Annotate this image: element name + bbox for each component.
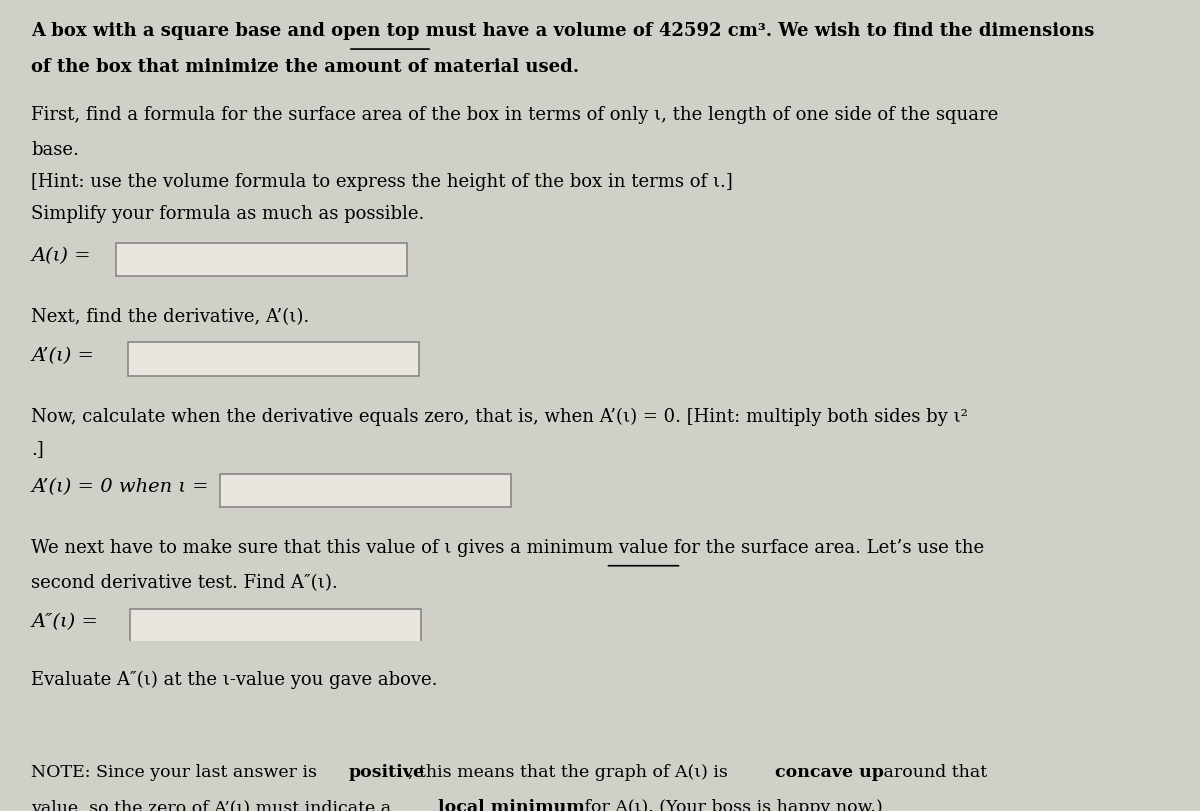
Text: [Hint: use the volume formula to express the height of the box in terms of ι.]: [Hint: use the volume formula to express… xyxy=(31,173,733,191)
Text: , this means that the graph of A(ι) is: , this means that the graph of A(ι) is xyxy=(408,763,733,780)
Text: base.: base. xyxy=(31,141,79,159)
Text: second derivative test. Find A″(ι).: second derivative test. Find A″(ι). xyxy=(31,573,338,592)
Text: Next, find the derivative, A’(ι).: Next, find the derivative, A’(ι). xyxy=(31,307,310,326)
Text: value, so the zero of A’(ι) must indicate a: value, so the zero of A’(ι) must indicat… xyxy=(31,798,397,811)
Text: We next have to make sure that this value of ι gives a minimum value for the sur: We next have to make sure that this valu… xyxy=(31,539,984,556)
Text: .]: .] xyxy=(31,439,44,457)
Text: A(ι) =: A(ι) = xyxy=(31,247,91,264)
Text: First, find a formula for the surface area of the box in terms of only ι, the le: First, find a formula for the surface ar… xyxy=(31,105,998,124)
Text: local minimum: local minimum xyxy=(438,798,586,811)
Text: concave up: concave up xyxy=(775,763,883,780)
FancyBboxPatch shape xyxy=(116,243,407,277)
Text: A″(ι) =: A″(ι) = xyxy=(31,612,98,630)
FancyBboxPatch shape xyxy=(221,474,511,508)
FancyBboxPatch shape xyxy=(127,343,419,376)
Text: around that: around that xyxy=(877,763,986,780)
Text: for A(ι). (Your boss is happy now.): for A(ι). (Your boss is happy now.) xyxy=(578,798,882,811)
Text: Now, calculate when the derivative equals zero, that is, when A’(ι) = 0. [Hint: : Now, calculate when the derivative equal… xyxy=(31,407,968,425)
Text: Evaluate A″(ι) at the ι-value you gave above.: Evaluate A″(ι) at the ι-value you gave a… xyxy=(31,670,438,688)
Text: NOTE: Since your last answer is: NOTE: Since your last answer is xyxy=(31,763,323,780)
Text: Simplify your formula as much as possible.: Simplify your formula as much as possibl… xyxy=(31,205,425,223)
Text: of the box that minimize the amount of material used.: of the box that minimize the amount of m… xyxy=(31,58,580,75)
Text: A’(ι) = 0 when ι =: A’(ι) = 0 when ι = xyxy=(31,478,209,496)
Text: A’(ι) =: A’(ι) = xyxy=(31,346,94,364)
FancyBboxPatch shape xyxy=(31,705,218,739)
Text: positive: positive xyxy=(349,763,425,780)
Text: A box with a square base and open top must have a volume of 42592 cm³. We wish t: A box with a square base and open top mu… xyxy=(31,23,1094,41)
FancyBboxPatch shape xyxy=(130,609,421,642)
